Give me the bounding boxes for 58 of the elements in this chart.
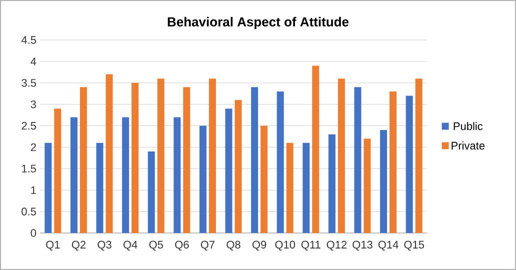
bar [354, 87, 362, 233]
legend-label: Public [454, 122, 483, 130]
x-tick-label: Q7 [200, 240, 214, 251]
x-tick-label: Q14 [378, 240, 398, 251]
bar [225, 108, 232, 233]
x-tick-label: Q6 [175, 240, 189, 251]
x-tick-label: Q3 [98, 240, 112, 251]
bar [106, 74, 113, 233]
bar [234, 100, 242, 233]
y-tick-label: 3.5 [22, 79, 36, 87]
bar [286, 142, 294, 233]
y-tick-label: 3 [30, 100, 36, 108]
bar [390, 91, 397, 233]
y-tick-label: 1 [31, 186, 36, 194]
bar [312, 66, 320, 233]
x-tick-label: Q13 [352, 240, 372, 251]
y-tick-label: 1.5 [22, 164, 36, 172]
x-tick-label: Q2 [72, 240, 86, 251]
x-tick-label: Q1 [46, 240, 60, 251]
bar [183, 87, 190, 233]
bar [302, 142, 310, 233]
bar [132, 82, 139, 233]
bar [260, 126, 268, 233]
bar [251, 87, 258, 233]
bar [199, 126, 206, 233]
bar [96, 142, 104, 233]
y-tick-label: 0.5 [22, 208, 36, 216]
bar [415, 78, 422, 233]
bar [44, 142, 52, 233]
x-tick-label: Q10 [275, 240, 296, 251]
bar [338, 78, 345, 233]
x-tick-label: Q15 [404, 240, 424, 251]
bar [208, 78, 216, 233]
bar [174, 117, 181, 233]
bar [148, 152, 155, 233]
bar [70, 117, 78, 233]
y-tick-label: 4 [30, 58, 36, 66]
x-tick-label: Q11 [301, 240, 320, 251]
y-tick-label: 2 [30, 143, 36, 152]
x-tick-label: Q8 [226, 240, 240, 251]
x-tick-label: Q12 [326, 240, 347, 251]
bar [328, 134, 336, 233]
bar [364, 138, 371, 233]
bar [54, 108, 62, 233]
bar [157, 78, 164, 233]
bar [276, 91, 284, 233]
x-tick-label: Q5 [149, 240, 163, 251]
chart-title: Behavioral Aspect of Attitude [168, 16, 349, 30]
y-tick-label: 4.5 [21, 36, 36, 44]
x-tick-label: Q9 [252, 240, 266, 251]
bar [80, 87, 87, 233]
y-tick-label: 0 [30, 229, 36, 237]
y-tick-label: 2.5 [22, 122, 36, 130]
bar [380, 130, 388, 233]
bar [406, 96, 413, 233]
legend-label: Private [452, 141, 485, 150]
x-tick-label: Q4 [123, 240, 138, 251]
bar [122, 117, 130, 233]
